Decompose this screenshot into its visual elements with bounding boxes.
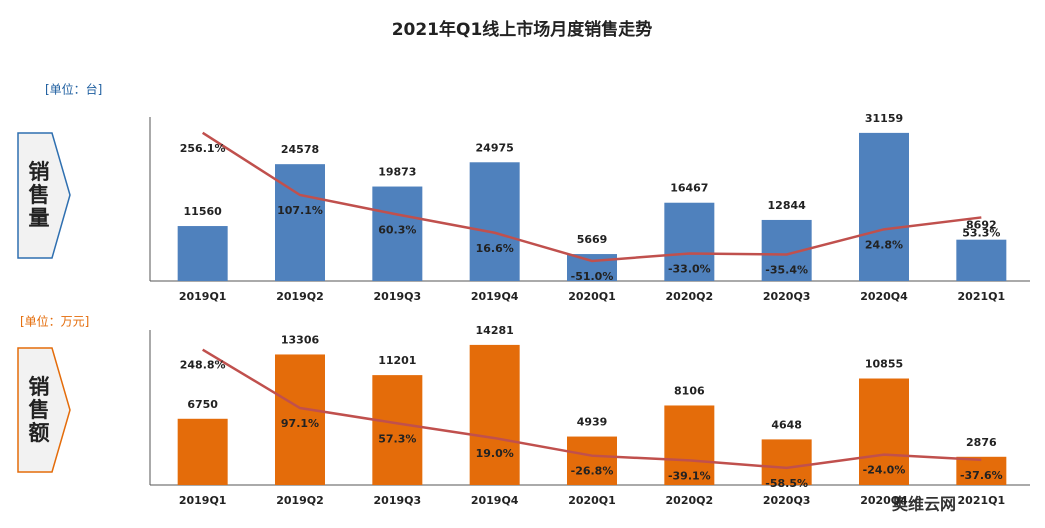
line-value-label: -51.0% xyxy=(571,270,614,283)
bar-value-label: 14281 xyxy=(476,324,514,337)
bar xyxy=(469,162,520,281)
bar-value-label: 4648 xyxy=(771,418,802,431)
x-tick-label: 2019Q2 xyxy=(276,290,324,303)
bar-value-label: 11560 xyxy=(184,205,223,218)
x-tick-label: 2020Q3 xyxy=(763,290,811,303)
x-tick-label: 2020Q4 xyxy=(860,494,908,507)
x-tick-label: 2021Q1 xyxy=(958,494,1006,507)
bar xyxy=(469,344,520,485)
watermark: 奥维云网 xyxy=(892,495,956,514)
bar-value-label: 6750 xyxy=(187,398,218,411)
bar-value-label: 11201 xyxy=(378,354,416,367)
line-value-label: -37.6% xyxy=(960,469,1003,482)
x-tick-label: 2019Q3 xyxy=(374,290,422,303)
line-value-label: 248.8% xyxy=(180,359,226,372)
bar xyxy=(275,164,325,281)
side-label: 销售额 xyxy=(26,375,50,445)
bar-value-label: 8692 xyxy=(966,219,997,232)
line-value-label: 107.1% xyxy=(277,204,323,217)
x-tick-label: 2020Q1 xyxy=(568,494,616,507)
x-tick-label: 2019Q1 xyxy=(179,494,227,507)
x-tick-label: 2021Q1 xyxy=(958,290,1006,303)
x-tick-label: 2019Q4 xyxy=(471,494,519,507)
line-value-label: -39.1% xyxy=(668,469,711,482)
line-value-label: -33.0% xyxy=(668,262,711,275)
bar-value-label: 4939 xyxy=(577,416,608,429)
bar-value-label: 12844 xyxy=(768,199,807,212)
line-value-label: 60.3% xyxy=(378,224,416,237)
x-tick-label: 2020Q1 xyxy=(568,290,616,303)
bar-value-label: 13306 xyxy=(281,333,320,346)
bar-value-label: 31159 xyxy=(865,112,903,125)
bar-value-label: 19873 xyxy=(378,166,416,179)
line-value-label: -24.0% xyxy=(863,464,906,477)
side-box xyxy=(17,347,71,473)
x-tick-label: 2020Q3 xyxy=(763,494,811,507)
line-value-label: 16.6% xyxy=(476,242,514,255)
bar xyxy=(372,375,423,485)
bar-value-label: 2876 xyxy=(966,436,997,449)
bar xyxy=(761,439,812,485)
growth-line xyxy=(202,348,982,470)
bar xyxy=(664,202,715,281)
growth-line xyxy=(201,131,982,263)
chart-title: 2021年Q1线上市场月度销售走势 xyxy=(392,19,653,40)
bar xyxy=(177,418,228,485)
unit-label: [单位：万元] xyxy=(20,314,89,329)
line-value-label: 256.1% xyxy=(180,142,226,155)
bar xyxy=(372,186,423,281)
x-tick-label: 2020Q4 xyxy=(860,290,908,303)
bar-value-label: 10855 xyxy=(865,358,903,371)
x-tick-label: 2020Q2 xyxy=(666,290,714,303)
side-box xyxy=(17,132,71,259)
bar xyxy=(859,132,909,281)
bar xyxy=(177,226,228,281)
x-tick-label: 2019Q3 xyxy=(374,494,422,507)
bar xyxy=(664,405,715,485)
bar-value-label: 24975 xyxy=(476,141,514,154)
bar-value-label: 16467 xyxy=(670,182,708,195)
bar-value-label: 8106 xyxy=(674,384,705,397)
bar xyxy=(275,354,325,485)
x-tick-label: 2019Q1 xyxy=(179,290,227,303)
x-tick-label: 2019Q4 xyxy=(471,290,519,303)
bar xyxy=(567,436,617,485)
unit-label: [单位：台] xyxy=(45,82,102,97)
line-value-label: -26.8% xyxy=(571,465,614,478)
line-value-label: 24.8% xyxy=(865,238,903,251)
line-value-label: -58.5% xyxy=(765,477,808,490)
line-value-label: 97.1% xyxy=(281,417,319,430)
line-value-label: 19.0% xyxy=(476,447,514,460)
line-value-label: 53.3% xyxy=(962,226,1000,239)
bar xyxy=(859,378,909,485)
side-label: 销售量 xyxy=(26,160,50,230)
line-value-label: -35.4% xyxy=(765,263,808,276)
bar-value-label: 24578 xyxy=(281,143,319,156)
bar xyxy=(956,456,1007,485)
bar xyxy=(956,239,1007,281)
x-tick-label: 2020Q2 xyxy=(666,494,714,507)
bar-value-label: 5669 xyxy=(577,233,608,246)
line-value-label: 57.3% xyxy=(378,432,416,445)
x-tick-label: 2019Q2 xyxy=(276,494,324,507)
